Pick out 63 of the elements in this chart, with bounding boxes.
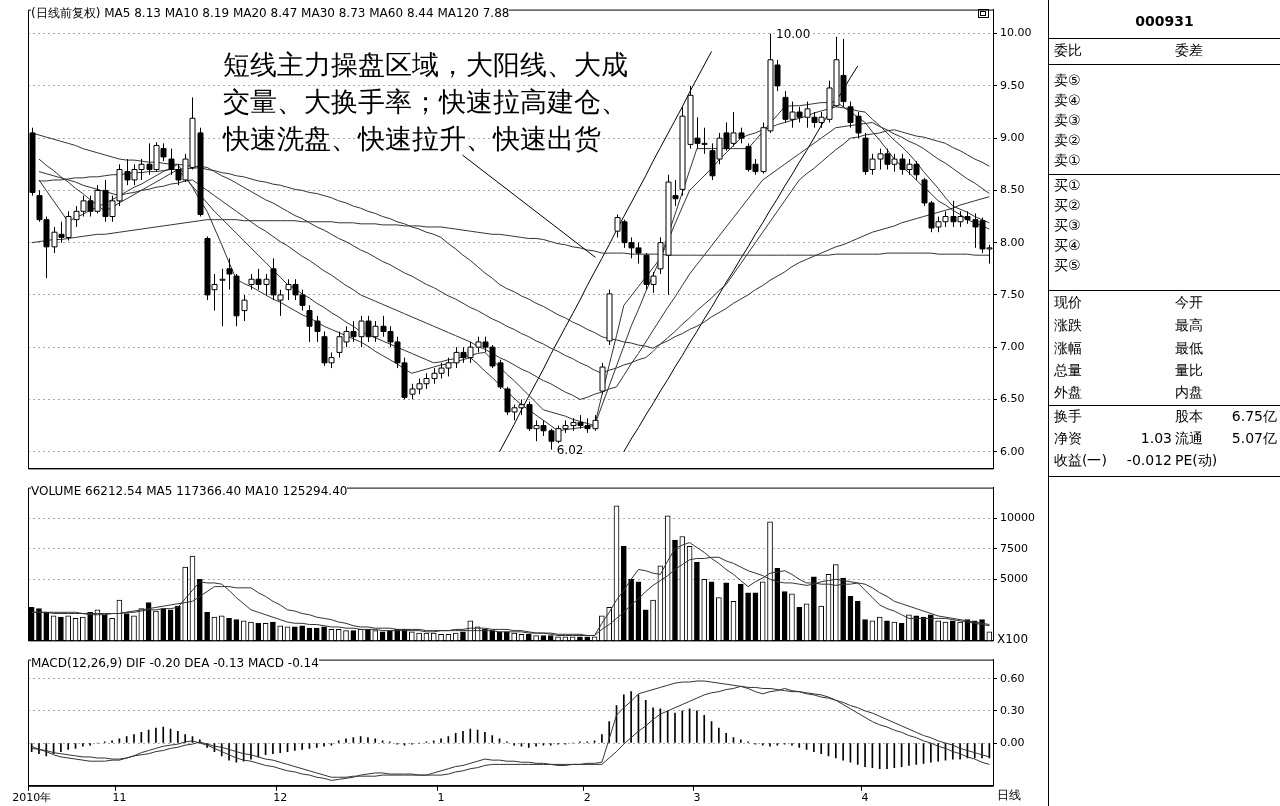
text: 买②	[1054, 196, 1081, 214]
x-tick-label: 4	[861, 791, 869, 805]
text: 日线	[997, 788, 1021, 802]
text: 量比	[1175, 361, 1203, 379]
y-tick-label: 7500	[1000, 541, 1028, 555]
text: PE(动)	[1175, 451, 1218, 469]
y-tick-label: 10.00	[1000, 26, 1032, 40]
text: 换手	[1054, 407, 1082, 425]
y-tick-label: 0.60	[1000, 671, 1025, 685]
y-tick-label: 0.30	[1000, 703, 1025, 717]
text: 股本	[1175, 407, 1203, 425]
text: 最低	[1175, 339, 1203, 357]
text: 6.75亿	[1231, 407, 1277, 425]
x-tick-label: 2010年	[12, 791, 52, 805]
text: X100	[997, 632, 1029, 646]
text: 卖①	[1054, 151, 1081, 169]
chart-title: VOLUME 66212.54 MA5 117366.40 MA10 125294.40	[31, 484, 348, 498]
y-tick-label: 7.50	[1000, 287, 1025, 301]
text: 今开	[1175, 293, 1203, 311]
y-tick-label: 8.00	[1000, 235, 1025, 249]
text: 收益(一)	[1054, 451, 1107, 469]
text: 委差	[1175, 41, 1203, 59]
text: 内盘	[1175, 383, 1203, 401]
text: 卖⑤	[1054, 71, 1081, 89]
annotation: 6.02	[556, 442, 584, 457]
y-tick-label: 5000	[1000, 572, 1028, 586]
text: 总量	[1054, 361, 1082, 379]
text: 买④	[1054, 236, 1081, 254]
text: 委比	[1054, 41, 1082, 59]
y-tick-label: 6.00	[1000, 444, 1025, 458]
text: 涨幅	[1054, 339, 1082, 357]
x-tick-label: 1	[437, 791, 445, 805]
text: 000931	[1134, 12, 1195, 30]
text: 5.07亿	[1231, 429, 1277, 447]
x-tick-label: 2	[583, 791, 591, 805]
text: 卖④	[1054, 91, 1081, 109]
x-tick-label: 12	[273, 791, 288, 805]
text: 涨跌	[1054, 316, 1082, 334]
text: 买①	[1054, 176, 1081, 194]
text: 流通	[1175, 429, 1203, 447]
x-tick-label: 3	[693, 791, 701, 805]
y-tick-label: 10000	[1000, 511, 1035, 525]
text: 现价	[1054, 293, 1082, 311]
y-tick-label: 6.50	[1000, 392, 1025, 406]
text: 卖②	[1054, 131, 1081, 149]
text: 1.03	[1140, 429, 1172, 447]
text: 买⑤	[1054, 256, 1081, 274]
y-tick-label: 0.00	[1000, 735, 1025, 749]
text: 净资	[1054, 429, 1082, 447]
text: -0.012	[1126, 451, 1172, 469]
y-tick-label: 9.50	[1000, 78, 1025, 92]
y-tick-label: 8.50	[1000, 183, 1025, 197]
annotation: 短线主力操盘区域，大阳线、大成交量、大换手率；快速拉高建仓、快速洗盘、快速拉升、快速出货	[223, 47, 629, 156]
text: 买③	[1054, 216, 1081, 234]
x-tick-label: 11	[112, 791, 127, 805]
y-tick-label: 7.00	[1000, 340, 1025, 354]
chart-title: MACD(12,26,9) DIF -0.20 DEA -0.13 MACD -0.14	[31, 656, 319, 670]
annotation: 10.00	[776, 26, 811, 41]
text: 外盘	[1054, 383, 1082, 401]
text: 卖③	[1054, 111, 1081, 129]
y-tick-label: 9.00	[1000, 131, 1025, 145]
chart-title: (日线前复权) MA5 8.13 MA10 8.19 MA20 8.47 MA30 8.73 MA60 8.44 MA120 7.88	[31, 6, 510, 20]
text: 最高	[1175, 316, 1203, 334]
